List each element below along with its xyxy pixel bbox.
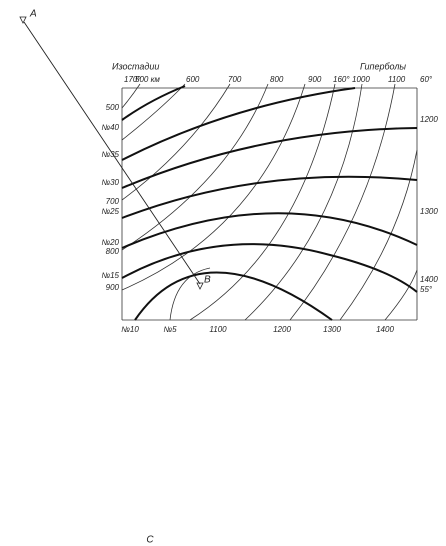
right-label: 1200: [420, 115, 438, 124]
top-label: 600: [186, 75, 200, 84]
bottom-label: 1100: [209, 325, 227, 334]
legend-label: Изостадии: [112, 61, 159, 71]
left-label: 900: [106, 283, 120, 292]
top-label: 170°: [124, 75, 141, 84]
top-label: 60°: [420, 75, 433, 84]
left-label: 800: [106, 247, 120, 256]
bottom-label: №10: [121, 325, 139, 334]
top-label: 500 км: [135, 75, 160, 84]
top-label: 1100: [388, 75, 406, 84]
point-label: A: [29, 9, 37, 20]
top-label: 800: [270, 75, 284, 84]
left-label: 500: [106, 103, 120, 112]
left-label: №15: [101, 271, 119, 280]
right-label: 1300: [420, 207, 438, 216]
left-label: №25: [101, 207, 119, 216]
point-label: B: [204, 275, 211, 286]
point-label: C: [146, 535, 154, 546]
line-ab: [19, 16, 204, 290]
bottom-label: 1200: [273, 325, 291, 334]
left-label: №20: [101, 238, 119, 247]
right-label: 55°: [420, 285, 433, 294]
legend-label: Гиперболы: [360, 61, 406, 71]
left-label: №40: [101, 123, 119, 132]
bottom-label: 1300: [323, 325, 341, 334]
left-label: 700: [106, 197, 120, 206]
bottom-label: 1400: [376, 325, 394, 334]
top-label: 900: [308, 75, 322, 84]
hyperbolas: [121, 85, 418, 321]
frame: [121, 87, 418, 321]
top-label: 1000: [352, 75, 370, 84]
bottom-label: №5: [163, 325, 177, 334]
left-label: №35: [101, 150, 119, 159]
right-label: 1400: [420, 275, 438, 284]
top-label: 700: [228, 75, 242, 84]
left-label: №30: [101, 178, 119, 187]
top-label: 160°: [333, 75, 350, 84]
